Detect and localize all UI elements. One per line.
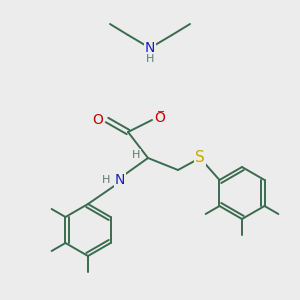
Text: H: H bbox=[146, 54, 154, 64]
Text: N: N bbox=[115, 173, 125, 187]
Text: H: H bbox=[102, 175, 110, 185]
Text: N: N bbox=[145, 41, 155, 55]
Text: H: H bbox=[132, 150, 140, 160]
Text: O: O bbox=[92, 113, 103, 127]
Text: S: S bbox=[195, 151, 205, 166]
Text: −: − bbox=[157, 107, 165, 117]
Text: O: O bbox=[154, 111, 165, 125]
